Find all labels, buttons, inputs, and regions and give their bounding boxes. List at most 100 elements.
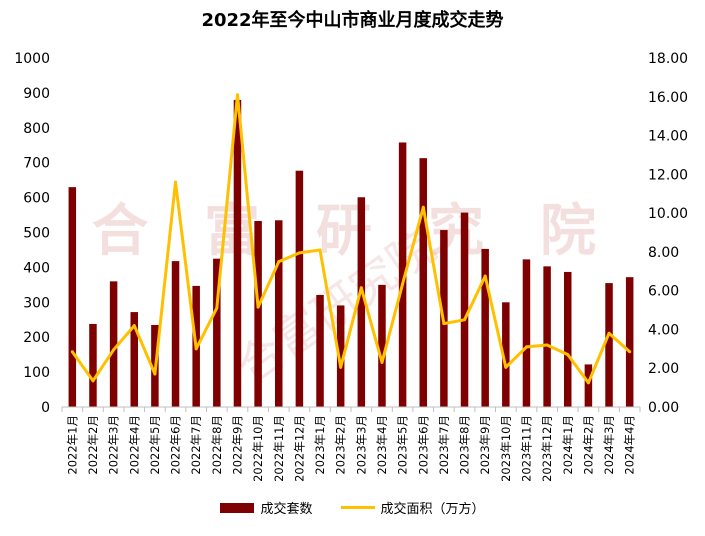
y-right-tick-label: 12.00 <box>648 167 688 183</box>
line-point-2022年3月 <box>112 348 116 352</box>
x-tick-label: 2023年11月 <box>520 415 534 482</box>
line-point-2023年7月 <box>442 322 446 326</box>
line-point-2023年8月 <box>463 318 467 322</box>
axes: 0 100 200 300 400 500 600 700 800 900 1000 0.00 2.00… <box>14 51 688 482</box>
line-point-2022年8月 <box>215 306 219 310</box>
y-right-tick-label: 18.00 <box>648 51 688 67</box>
y-right-tick-label: 4.00 <box>648 322 679 338</box>
bar-2023年3月 <box>357 197 366 407</box>
bar-2024年4月 <box>625 277 634 407</box>
line-point-2023年5月 <box>401 282 405 286</box>
line-point-2024年1月 <box>566 353 570 357</box>
line-point-2023年3月 <box>359 286 363 290</box>
y-right-tick-label: 0.00 <box>648 400 679 416</box>
y-left-tick-label: 100 <box>23 365 50 381</box>
x-tick-label: 2023年3月 <box>354 415 368 475</box>
x-tick-label: 2024年3月 <box>602 415 616 475</box>
x-tick-label: 2022年8月 <box>210 415 224 475</box>
bar-2022年11月 <box>275 220 283 407</box>
x-tick-label: 2023年1月 <box>313 415 327 475</box>
legend-swatch-bar <box>220 502 255 513</box>
line-point-2022年7月 <box>194 347 198 351</box>
y-left-tick-label: 400 <box>23 260 50 276</box>
y-right-tick-label: 6.00 <box>648 284 679 300</box>
bar-2023年5月 <box>398 142 407 407</box>
x-tick-label: 2022年6月 <box>169 415 183 475</box>
line-point-2023年10月 <box>504 365 508 369</box>
x-tick-label: 2023年12月 <box>540 415 554 482</box>
bar-2023年10月 <box>502 302 510 407</box>
bar-2022年1月 <box>68 187 77 407</box>
line-point-2023年12月 <box>545 343 549 347</box>
line-point-2023年2月 <box>339 365 343 369</box>
line-point-2022年6月 <box>174 180 178 184</box>
bar-2022年8月 <box>213 258 221 407</box>
y-left-tick-label: 1000 <box>14 51 50 67</box>
bar-2022年2月 <box>89 323 97 407</box>
bar-2023年11月 <box>522 259 531 407</box>
line-point-2022年9月 <box>235 93 239 97</box>
line-point-2024年3月 <box>607 331 611 335</box>
x-tick-label: 2023年10月 <box>499 415 513 482</box>
x-tick-label: 2022年3月 <box>107 415 121 475</box>
line-point-2022年4月 <box>132 324 136 328</box>
line-point-2022年11月 <box>277 260 281 264</box>
line-point-2022年5月 <box>153 372 157 376</box>
x-tick-label: 2022年12月 <box>292 415 306 482</box>
bar-2022年3月 <box>109 281 118 407</box>
x-tick-label: 2024年2月 <box>581 415 595 475</box>
x-tick-label: 2022年7月 <box>189 415 203 475</box>
x-tick-label: 2022年11月 <box>272 415 286 482</box>
x-tick-label: 2023年5月 <box>396 415 410 475</box>
bar-2024年3月 <box>605 283 613 407</box>
watermark-char: 合 <box>92 199 148 264</box>
y-right-tick-label: 8.00 <box>648 245 679 261</box>
legend-label-bar: 成交套数 <box>260 502 313 517</box>
x-tick-label: 2022年4月 <box>127 415 141 475</box>
bar-2023年2月 <box>336 305 345 407</box>
bar-2023年4月 <box>378 284 386 407</box>
legend-label-line: 成交面积（万方） <box>380 502 485 517</box>
x-tick-label: 2023年8月 <box>458 415 472 475</box>
y-left-tick-label: 500 <box>23 226 50 242</box>
line-point-2023年6月 <box>421 205 425 209</box>
bar-2022年9月 <box>233 99 242 407</box>
x-tick-label: 2024年4月 <box>623 415 637 475</box>
bar-2022年4月 <box>130 312 138 407</box>
y-left-tick-label: 700 <box>23 156 50 172</box>
line-point-2023年1月 <box>318 248 322 252</box>
bar-2023年6月 <box>419 158 427 407</box>
line-point-2024年4月 <box>628 350 632 354</box>
x-tick-label: 2022年5月 <box>148 415 162 475</box>
bar-2023年9月 <box>481 248 489 407</box>
x-tick-label: 2024年1月 <box>561 415 575 475</box>
y-left-tick-label: 300 <box>23 295 50 311</box>
legend: 成交套数 成交面积（万方） <box>0 498 705 517</box>
legend-item-line: 成交面积（万方） <box>340 498 485 517</box>
bar-2023年12月 <box>543 266 551 407</box>
y-left-tick-label: 600 <box>23 191 50 207</box>
line-series <box>70 93 632 385</box>
bar-2023年8月 <box>460 212 469 407</box>
y-left-tick-label: 900 <box>23 86 50 102</box>
x-tick-label: 2023年4月 <box>375 415 389 475</box>
watermark-char: 究 <box>428 199 484 264</box>
x-tick-label: 2023年2月 <box>334 415 348 475</box>
x-tick-label: 2023年9月 <box>478 415 492 475</box>
chart-title: 2022年至今中山市商业月度成交走势 <box>201 10 504 31</box>
y-right-tick-label: 2.00 <box>648 361 679 377</box>
y-right-tick-label: 14.00 <box>648 129 688 145</box>
y-right-tick-label: 10.00 <box>648 206 688 222</box>
line-point-2022年1月 <box>70 350 74 354</box>
legend-item-bar: 成交套数 <box>220 498 313 517</box>
y-left-tick-label: 0 <box>41 400 50 416</box>
x-tick-label: 2022年1月 <box>65 415 79 475</box>
line-point-2024年2月 <box>586 381 590 385</box>
bar-2024年2月 <box>584 364 593 407</box>
line-point-2023年4月 <box>380 360 384 364</box>
bar-2022年10月 <box>254 220 262 407</box>
bar-2023年1月 <box>316 294 324 407</box>
x-tick-label: 2023年6月 <box>416 415 430 475</box>
y-left-tick-label: 800 <box>23 121 50 137</box>
